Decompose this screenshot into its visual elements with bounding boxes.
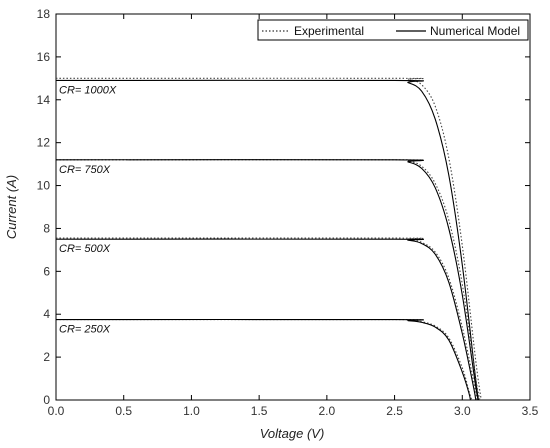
y-tick-label: 18 xyxy=(37,7,51,21)
cr-annotation: CR= 1000X xyxy=(59,84,117,96)
cr-annotation: CR= 750X xyxy=(59,164,111,176)
cr-annotation: CR= 250X xyxy=(59,324,111,336)
numerical-model-curve xyxy=(55,159,480,401)
y-tick-label: 2 xyxy=(43,350,50,364)
x-tick-label: 2.5 xyxy=(386,404,403,418)
experimental-curve xyxy=(55,318,473,401)
numerical-model-curve xyxy=(55,318,471,401)
y-tick-label: 12 xyxy=(37,136,51,150)
numerical-model-curve xyxy=(55,79,480,401)
y-tick-label: 0 xyxy=(43,393,50,407)
x-axis-label: Voltage (V) xyxy=(260,426,325,441)
curves-layer xyxy=(55,77,482,401)
y-tick-label: 16 xyxy=(37,50,51,64)
ticks-layer: 0.0 0.5 1.0 1.5 2.0 2.5 3.0 3.5 0 2 4 6 8 10 12 14 16 18 xyxy=(37,7,539,418)
experimental-curve xyxy=(55,159,481,401)
legend-experimental-label: Experimental xyxy=(294,24,364,38)
legend-numerical-label: Numerical Model xyxy=(430,24,520,38)
x-tick-label: 3.0 xyxy=(454,404,471,418)
cr-annotation: CR= 500X xyxy=(59,243,111,255)
legend-box xyxy=(257,19,529,41)
y-tick-label: 8 xyxy=(43,221,50,235)
y-tick-label: 10 xyxy=(37,179,51,193)
y-tick-label: 4 xyxy=(43,307,50,321)
annotations-layer: CR= 1000X CR= 750X CR= 500X CR= 250X xyxy=(59,84,117,335)
y-tick-label: 6 xyxy=(43,264,50,278)
x-tick-label: 0.0 xyxy=(48,404,65,418)
experimental-curve xyxy=(55,77,482,401)
x-tick-label: 0.5 xyxy=(115,404,132,418)
x-tick-label: 1.0 xyxy=(183,404,200,418)
x-tick-label: 1.5 xyxy=(251,404,268,418)
x-tick-label: 2.0 xyxy=(319,404,336,418)
plot-frame xyxy=(55,13,531,401)
x-tick-label: 3.5 xyxy=(522,404,539,418)
y-axis-label: Current (A) xyxy=(4,175,19,239)
y-tick-label: 14 xyxy=(37,93,51,107)
numerical-model-curve xyxy=(55,238,477,401)
legend: Experimental Numerical Model xyxy=(257,19,529,41)
